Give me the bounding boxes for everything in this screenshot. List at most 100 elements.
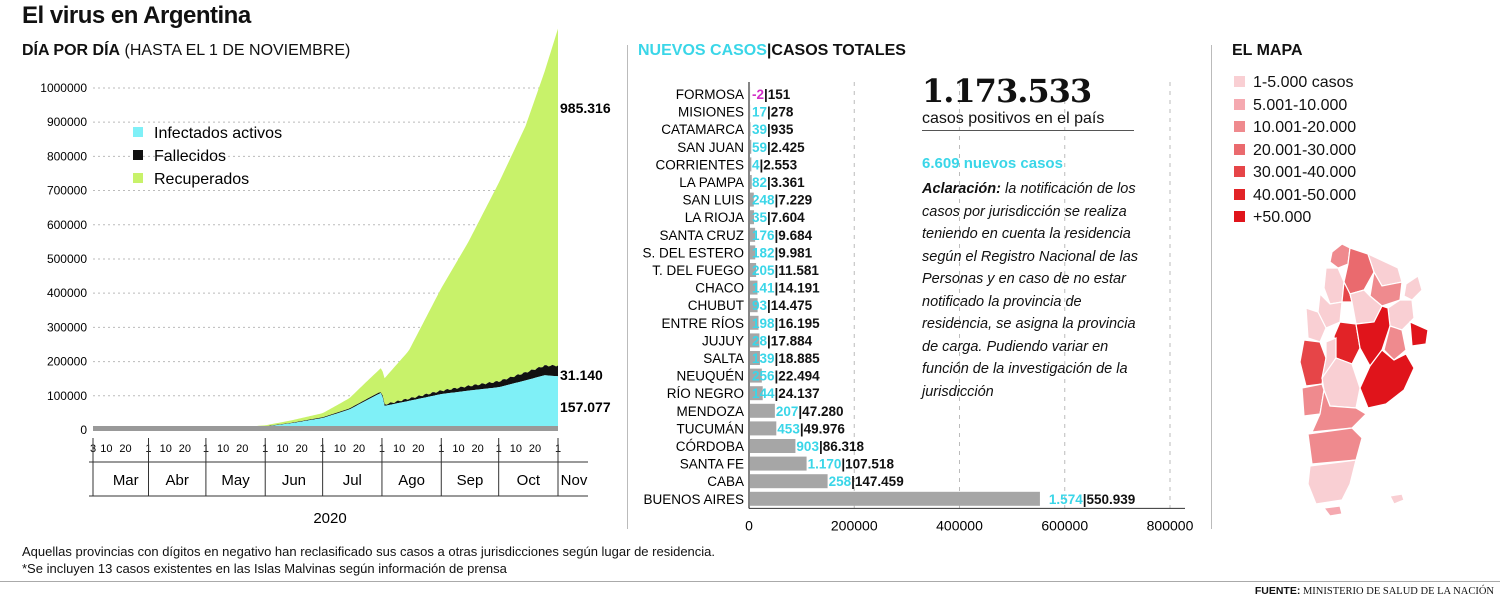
province-new-cases: 1.170	[808, 457, 842, 472]
province-new-cases: 139	[752, 351, 775, 366]
map-legend-item: +50.000	[1234, 209, 1311, 227]
x-month-label: May	[221, 472, 250, 489]
province-value-label: 256|22.494	[752, 369, 820, 384]
province-label: CHACO	[695, 281, 744, 296]
fallecidos-area	[93, 364, 558, 430]
province-total-cases: |22.494	[775, 369, 821, 384]
province-total-cases: |18.885	[775, 351, 821, 366]
province-new-cases: 205	[752, 263, 775, 278]
province-bar	[750, 192, 754, 207]
province-bar	[750, 386, 763, 401]
province-value-label: 1.170|107.518	[808, 457, 895, 472]
daily-heading-rest: (HASTA EL 1 DE NOVIEMBRE)	[120, 42, 351, 59]
province-new-cases: 17	[752, 105, 767, 120]
province-value-label: 248|7.229	[752, 193, 812, 208]
map-region-buenosaires	[1359, 349, 1415, 409]
province-value-label: 17|278	[752, 105, 794, 120]
legend-swatch	[133, 173, 143, 183]
province-label: CÓRDOBA	[676, 439, 744, 454]
province-bar	[750, 175, 752, 189]
province-value-label: 182|9.981	[752, 245, 813, 260]
x-month-label: Jul	[343, 472, 362, 489]
province-bar	[750, 280, 758, 295]
map-legend-swatch	[1234, 121, 1245, 133]
province-new-cases: 144	[752, 386, 775, 401]
province-new-cases: 1.574	[1049, 492, 1083, 507]
x-month-label: Nov	[561, 472, 588, 489]
province-bar	[750, 227, 756, 242]
province-total-cases: |47.280	[798, 404, 843, 419]
map-legend-label: 20.001-30.000	[1253, 141, 1357, 159]
x-tick-day: 20	[119, 443, 131, 455]
province-value-label: 139|18.885	[752, 351, 820, 366]
x-tick-day: 20	[472, 443, 484, 455]
x-year-label: 2020	[313, 510, 346, 527]
source-text: MINISTERIO DE SALUD DE LA NACIÓN	[1300, 586, 1494, 597]
recuperados-area	[93, 28, 558, 431]
province-total-cases: |147.459	[851, 474, 904, 489]
province-label: CABA	[707, 474, 744, 489]
province-value-label: 35|7.604	[752, 210, 805, 225]
province-value-label: 207|47.280	[776, 404, 844, 419]
x-tick-day: 10	[217, 443, 229, 455]
province-value-label: 4|2.553	[752, 157, 798, 172]
province-label: NEUQUÉN	[676, 369, 744, 384]
map-legend-label: 40.001-50.000	[1253, 186, 1357, 204]
x-tick-day: 20	[236, 443, 248, 455]
map-legend-swatch	[1234, 143, 1245, 155]
province-total-cases: |9.981	[775, 245, 813, 260]
x-tick-label: 0	[745, 517, 753, 533]
province-label: BUENOS AIRES	[643, 492, 744, 507]
province-bar	[750, 210, 755, 225]
legend-label: Infectados activos	[154, 125, 282, 142]
map-legend-swatch	[1234, 166, 1245, 178]
province-new-cases: 82	[752, 175, 767, 190]
x-month-label: Sep	[457, 472, 484, 489]
map-region-entrerios	[1383, 325, 1407, 361]
legend-label: Fallecidos	[154, 148, 226, 165]
map-region-cordoba	[1333, 321, 1361, 365]
map-legend-label: +50.000	[1253, 209, 1312, 226]
province-total-cases: |107.518	[841, 457, 894, 472]
province-new-cases: 182	[752, 245, 775, 260]
province-total-cases: |550.939	[1083, 492, 1136, 507]
x-tick-day: 20	[529, 443, 541, 455]
map-region-tierradelfuego	[1322, 505, 1343, 517]
province-value-label: 1.574|550.939	[1049, 492, 1135, 507]
province-value-label: 198|16.195	[752, 316, 820, 331]
province-total-cases: |151	[764, 87, 791, 102]
heading-separator: |	[766, 42, 772, 59]
province-total-cases: |49.976	[800, 421, 846, 436]
province-new-cases: 258	[829, 474, 852, 489]
province-value-label: 59|2.425	[752, 140, 805, 155]
province-bar	[750, 333, 760, 348]
province-value-label: -2|151	[752, 87, 791, 102]
x-month-label: Ago	[398, 472, 425, 489]
province-bar	[750, 157, 752, 172]
x-tick-day: 20	[179, 443, 191, 455]
activos-area	[93, 375, 558, 430]
x-tick-day: 20	[295, 443, 307, 455]
province-total-cases: |24.137	[775, 386, 820, 401]
divider-right	[1211, 45, 1212, 529]
x-tick-band	[93, 426, 558, 430]
footnote-negative: Aquellas provincias con dígitos en negat…	[22, 544, 716, 559]
province-bar	[750, 263, 757, 277]
province-bar	[750, 439, 796, 453]
province-new-cases: 28	[752, 333, 768, 348]
province-new-cases: 207	[776, 404, 799, 419]
bar-marks: -2|15117|27839|93559|2.4254|2.55382|3.36…	[750, 87, 1135, 507]
province-value-label: 28|17.884	[752, 333, 813, 348]
province-label: SANTA CRUZ	[659, 228, 744, 243]
province-total-cases: |86.318	[819, 439, 865, 454]
bar-axes: 0 200000 400000 600000 800000 FORMOSA MISIONES…	[642, 82, 1194, 533]
provinces-bar-chart: -2|15117|27839|93559|2.4254|2.55382|3.36…	[642, 82, 1194, 533]
province-label: SANTA FE	[680, 457, 744, 472]
province-bar	[750, 491, 1040, 506]
clarification-label: Aclaración:	[922, 181, 1001, 197]
map-legend-item: 20.001-30.000	[1234, 142, 1356, 160]
x-tick-label: 800000	[1147, 517, 1194, 533]
y-tick-label: 300000	[47, 320, 87, 334]
province-label: CHUBUT	[688, 298, 744, 313]
province-bar	[750, 368, 762, 383]
